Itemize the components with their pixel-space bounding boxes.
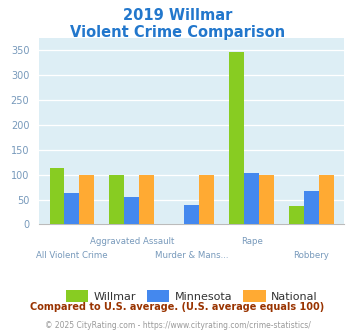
Text: Robbery: Robbery xyxy=(294,250,329,259)
Text: Compared to U.S. average. (U.S. average equals 100): Compared to U.S. average. (U.S. average … xyxy=(31,302,324,312)
Text: Rape: Rape xyxy=(241,238,262,247)
Bar xyxy=(109,175,124,224)
Bar xyxy=(50,168,65,224)
Text: 2019 Willmar: 2019 Willmar xyxy=(123,8,232,23)
Legend: Willmar, Minnesota, National: Willmar, Minnesota, National xyxy=(61,286,322,306)
Bar xyxy=(289,206,304,224)
Text: All Violent Crime: All Violent Crime xyxy=(36,250,108,259)
Bar xyxy=(139,175,154,224)
Bar xyxy=(244,173,259,224)
Text: Aggravated Assault: Aggravated Assault xyxy=(90,238,174,247)
Bar xyxy=(304,191,319,224)
Bar xyxy=(80,175,94,224)
Bar xyxy=(199,175,214,224)
Bar xyxy=(259,175,274,224)
Bar xyxy=(184,205,199,224)
Bar xyxy=(65,193,80,224)
Bar xyxy=(319,175,334,224)
Bar xyxy=(229,52,244,224)
Text: © 2025 CityRating.com - https://www.cityrating.com/crime-statistics/: © 2025 CityRating.com - https://www.city… xyxy=(45,321,310,330)
Text: Violent Crime Comparison: Violent Crime Comparison xyxy=(70,25,285,40)
Bar xyxy=(124,197,139,224)
Text: Murder & Mans...: Murder & Mans... xyxy=(155,250,229,259)
